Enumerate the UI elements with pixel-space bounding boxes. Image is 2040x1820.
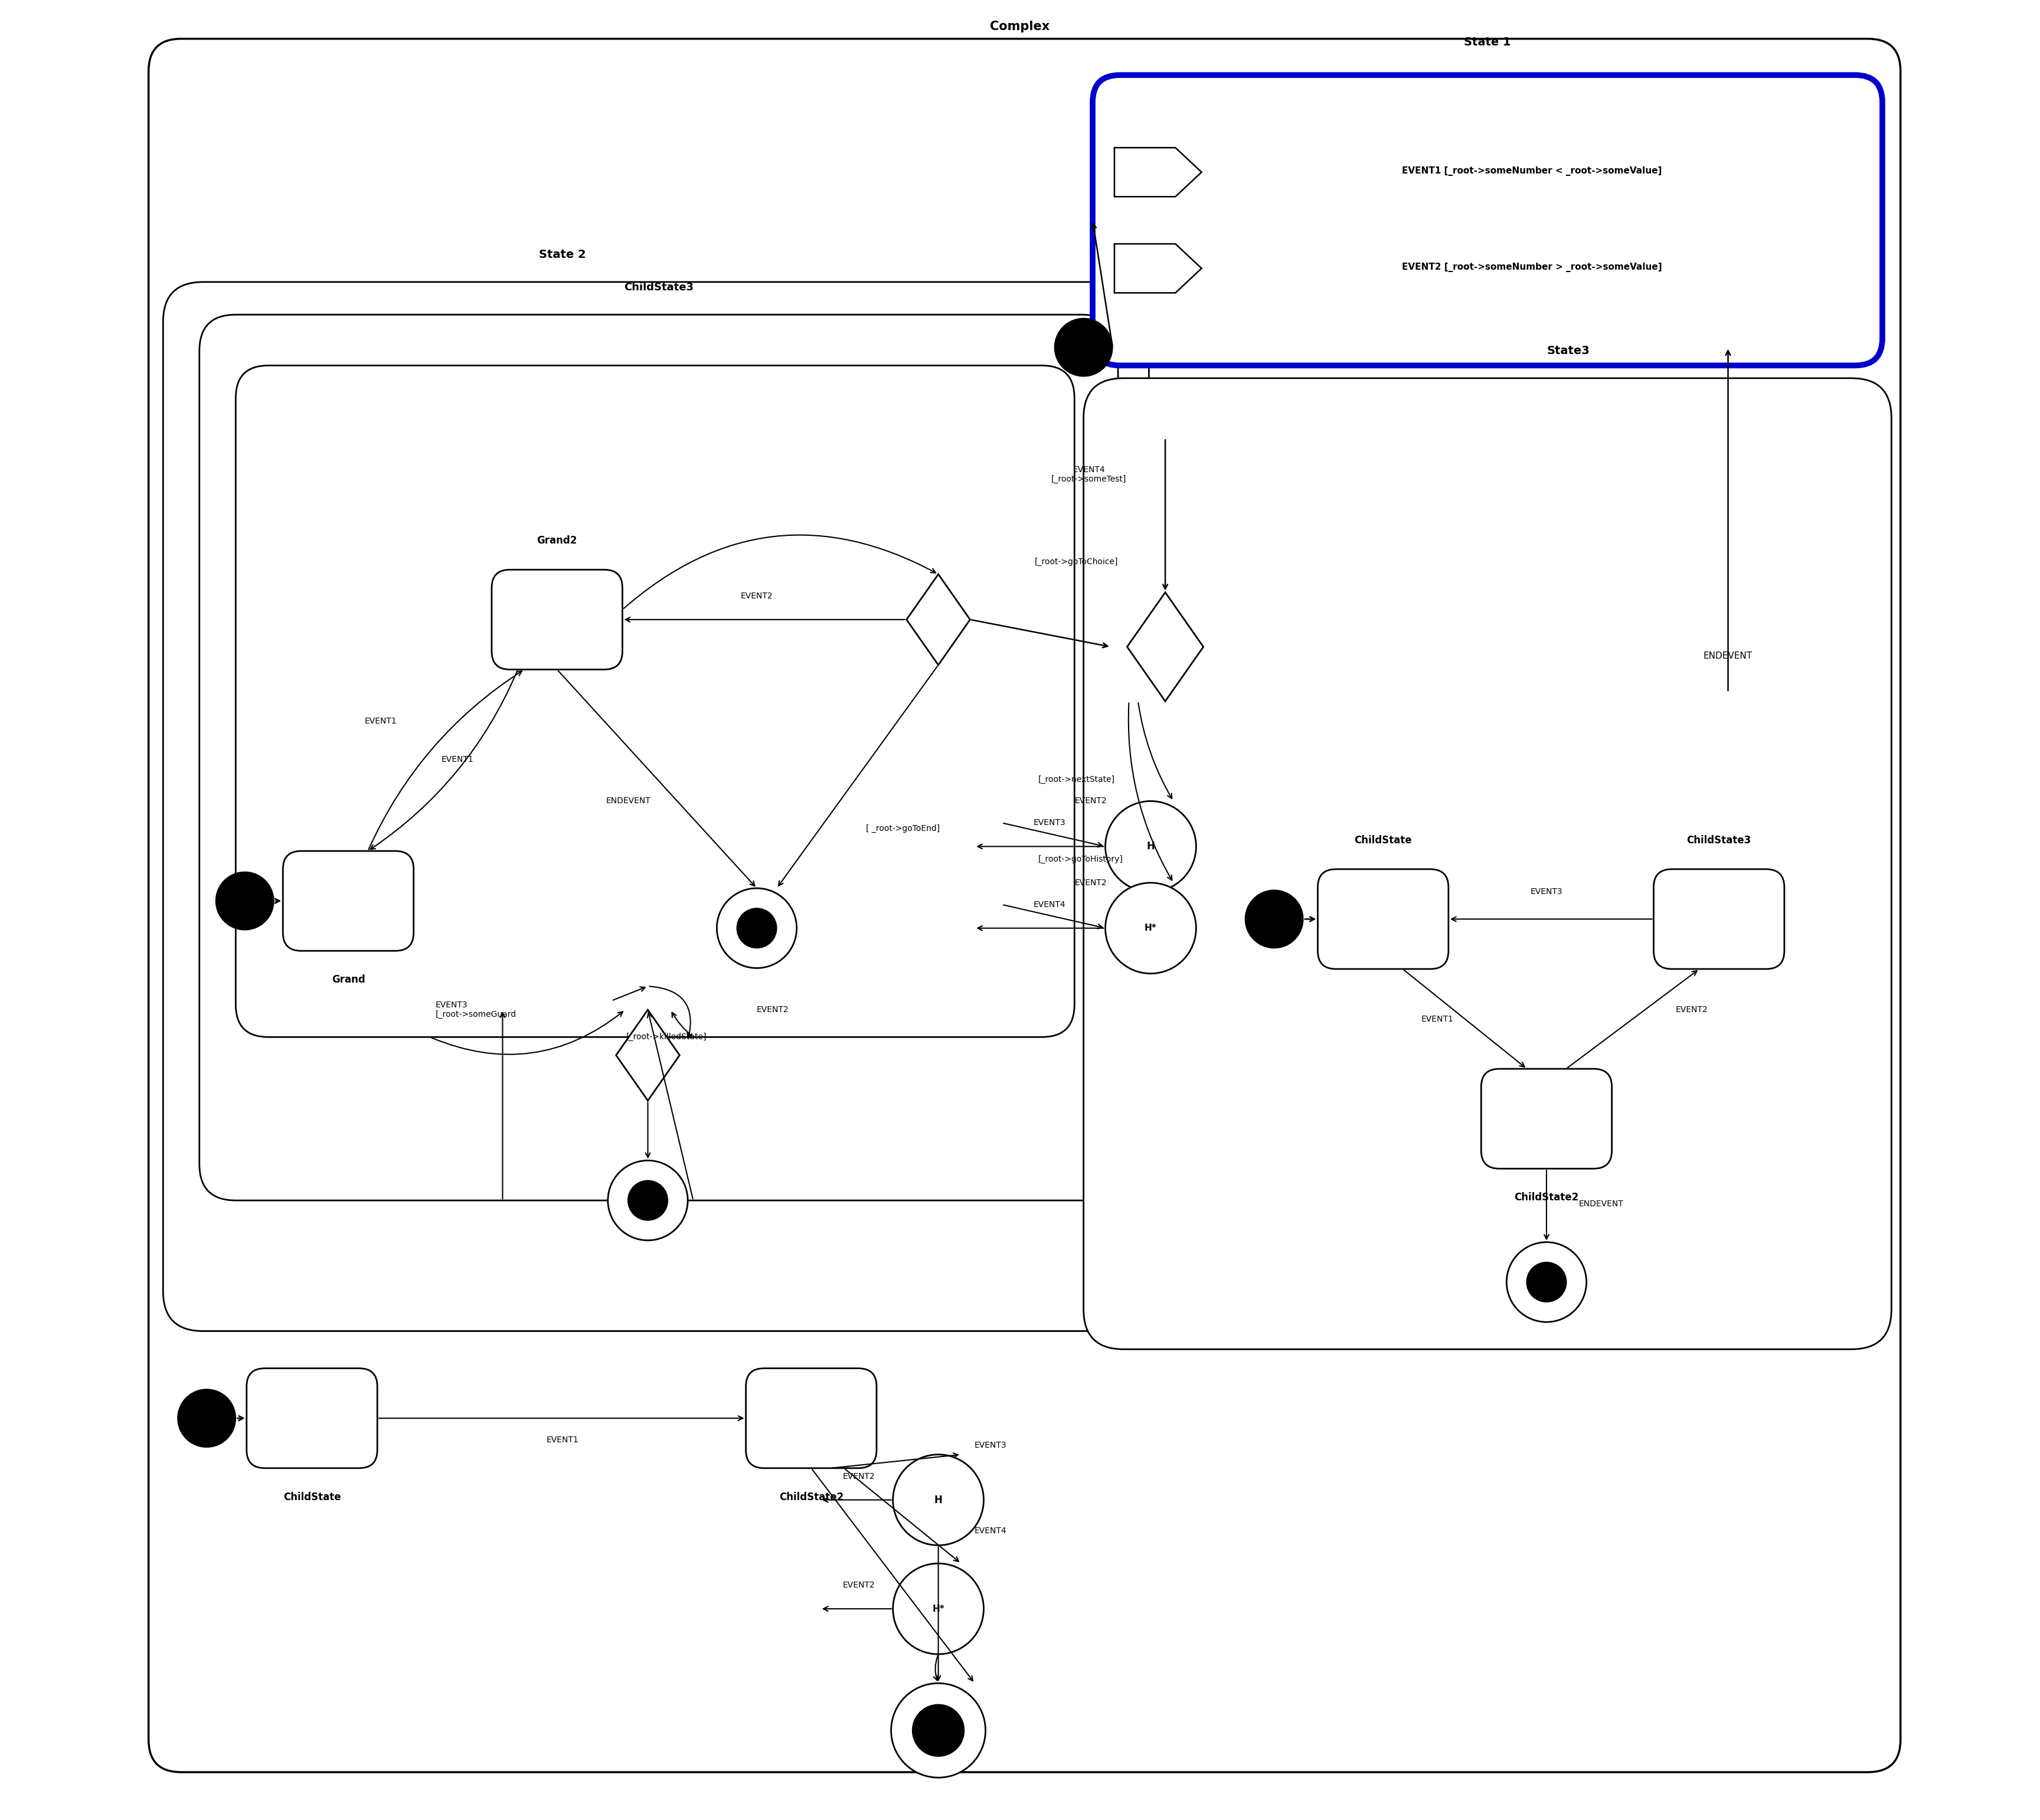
Text: EVENT4: EVENT4 bbox=[975, 1527, 1008, 1534]
FancyBboxPatch shape bbox=[284, 852, 414, 950]
FancyBboxPatch shape bbox=[149, 38, 1901, 1773]
FancyBboxPatch shape bbox=[1318, 870, 1448, 968]
Circle shape bbox=[891, 1684, 985, 1778]
Circle shape bbox=[1106, 801, 1195, 892]
Polygon shape bbox=[1128, 592, 1204, 701]
Text: EVENT3: EVENT3 bbox=[1032, 819, 1065, 826]
Text: EVENT1: EVENT1 bbox=[547, 1436, 579, 1443]
FancyBboxPatch shape bbox=[1083, 379, 1891, 1349]
Text: EVENT2: EVENT2 bbox=[741, 592, 773, 601]
Circle shape bbox=[1244, 890, 1304, 948]
Text: ChildState2: ChildState2 bbox=[779, 1492, 843, 1503]
FancyBboxPatch shape bbox=[200, 315, 1118, 1201]
Text: ChildState: ChildState bbox=[1355, 835, 1412, 846]
FancyBboxPatch shape bbox=[492, 570, 622, 670]
Text: EVENT1: EVENT1 bbox=[365, 717, 398, 726]
Circle shape bbox=[216, 872, 273, 930]
Text: Grand: Grand bbox=[333, 974, 365, 985]
FancyBboxPatch shape bbox=[237, 366, 1075, 1037]
Text: EVENT1 [_root->someNumber < _root->someValue]: EVENT1 [_root->someNumber < _root->someV… bbox=[1401, 167, 1663, 177]
FancyBboxPatch shape bbox=[747, 1369, 877, 1469]
Text: H: H bbox=[1146, 841, 1155, 852]
FancyBboxPatch shape bbox=[1093, 75, 1883, 366]
Text: EVENT2: EVENT2 bbox=[843, 1472, 875, 1480]
Polygon shape bbox=[1114, 244, 1202, 293]
Circle shape bbox=[1106, 883, 1195, 974]
Text: [_root->goToChoice]: [_root->goToChoice] bbox=[1034, 557, 1118, 566]
Text: Grand2: Grand2 bbox=[537, 535, 577, 546]
Polygon shape bbox=[1114, 147, 1202, 197]
Text: ENDEVENT: ENDEVENT bbox=[1579, 1199, 1624, 1208]
FancyBboxPatch shape bbox=[1654, 870, 1785, 968]
Text: H*: H* bbox=[1144, 925, 1157, 932]
Circle shape bbox=[1526, 1261, 1567, 1301]
Circle shape bbox=[894, 1563, 983, 1654]
Text: EVENT2: EVENT2 bbox=[1075, 879, 1108, 886]
Circle shape bbox=[912, 1705, 965, 1756]
Circle shape bbox=[608, 1161, 687, 1241]
Polygon shape bbox=[906, 573, 971, 664]
Text: H*: H* bbox=[932, 1605, 945, 1613]
Text: ChildState3: ChildState3 bbox=[1687, 835, 1750, 846]
Polygon shape bbox=[616, 1010, 679, 1101]
Text: EVENT1: EVENT1 bbox=[441, 755, 473, 763]
Text: EVENT3: EVENT3 bbox=[975, 1441, 1008, 1449]
Circle shape bbox=[177, 1389, 237, 1447]
Text: EVENT3: EVENT3 bbox=[1530, 888, 1563, 895]
Text: EVENT2 [_root->someNumber > _root->someValue]: EVENT2 [_root->someNumber > _root->someV… bbox=[1401, 262, 1663, 273]
Text: ENDEVENT: ENDEVENT bbox=[1703, 652, 1752, 661]
Text: [_root->killedState]: [_root->killedState] bbox=[626, 1034, 706, 1041]
Text: State 2: State 2 bbox=[539, 249, 585, 260]
Text: State3: State3 bbox=[1546, 346, 1589, 357]
Text: ChildState3: ChildState3 bbox=[624, 282, 694, 293]
Text: Complex: Complex bbox=[989, 20, 1051, 33]
Text: EVENT2: EVENT2 bbox=[1075, 797, 1108, 804]
Text: ENDEVENT: ENDEVENT bbox=[606, 797, 651, 804]
Circle shape bbox=[716, 888, 798, 968]
Text: EVENT2: EVENT2 bbox=[1675, 1006, 1707, 1014]
Text: EVENT2: EVENT2 bbox=[843, 1582, 875, 1589]
FancyBboxPatch shape bbox=[163, 282, 1149, 1330]
Text: ChildState2: ChildState2 bbox=[1514, 1192, 1579, 1203]
Text: State 1: State 1 bbox=[1465, 36, 1512, 47]
Text: [_root->nextState]: [_root->nextState] bbox=[1038, 775, 1116, 783]
Text: ChildState: ChildState bbox=[284, 1492, 341, 1503]
Text: EVENT4
[_root->someTest]: EVENT4 [_root->someTest] bbox=[1051, 466, 1126, 484]
Circle shape bbox=[1508, 1243, 1587, 1321]
Text: EVENT4: EVENT4 bbox=[1032, 901, 1065, 908]
Text: [ _root->goToEnd]: [ _root->goToEnd] bbox=[865, 824, 940, 832]
Circle shape bbox=[736, 908, 777, 948]
FancyBboxPatch shape bbox=[247, 1369, 377, 1469]
Text: [_root->goToHistory]: [_root->goToHistory] bbox=[1038, 855, 1124, 863]
Circle shape bbox=[894, 1454, 983, 1545]
Circle shape bbox=[628, 1181, 667, 1221]
Text: EVENT2: EVENT2 bbox=[757, 1006, 789, 1014]
Text: EVENT1: EVENT1 bbox=[1422, 1016, 1455, 1023]
Circle shape bbox=[1055, 318, 1112, 377]
FancyBboxPatch shape bbox=[1481, 1068, 1612, 1168]
Text: EVENT3
[_root->someGuard: EVENT3 [_root->someGuard bbox=[435, 1001, 516, 1019]
Text: H: H bbox=[934, 1494, 942, 1505]
